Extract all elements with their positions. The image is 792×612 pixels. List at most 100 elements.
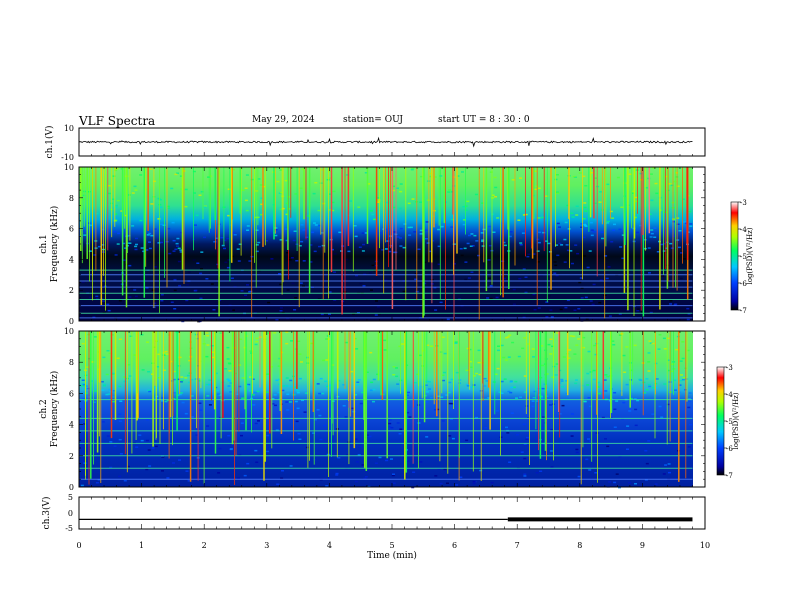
- spectrogram-speckle: [118, 300, 122, 302]
- spectrogram-speckle: [565, 244, 569, 246]
- spectrogram-speckle: [618, 313, 622, 315]
- spectrogram-speckle: [461, 171, 464, 173]
- spectrogram-speckle: [229, 224, 233, 226]
- station-label: station= OUJ: [343, 115, 404, 125]
- spectrogram-speckle: [389, 245, 393, 247]
- spectrogram-speckle: [114, 169, 118, 172]
- spectrogram-speckle: [116, 199, 120, 202]
- spectrogram-speckle: [587, 438, 590, 440]
- spectrogram-speckle: [475, 372, 478, 375]
- spectrogram-speckle: [567, 357, 571, 359]
- spectrogram-speckle: [555, 191, 559, 193]
- spectrogram-speckle: [523, 337, 527, 339]
- spectrogram-speckle: [503, 378, 507, 380]
- spectrogram-speckle: [88, 296, 92, 299]
- spectrogram-speckle: [491, 213, 495, 216]
- ch2-colorbar-ticks: -3 -4 -5 -6 -7: [724, 364, 733, 480]
- spectrogram-speckle: [285, 401, 289, 403]
- spectrogram-speckle: [580, 297, 584, 299]
- spectrogram-speckle: [549, 404, 552, 406]
- spectrogram-speckle: [134, 248, 138, 251]
- spectrogram-speckle: [296, 390, 300, 392]
- spectrogram-speckle: [511, 179, 515, 181]
- spectrogram-speckle: [162, 351, 166, 354]
- spectrogram-speckle: [399, 183, 403, 185]
- spectrogram-speckle: [140, 439, 144, 442]
- spectrogram-speckle: [425, 401, 429, 403]
- spectrogram-speckle: [660, 243, 664, 246]
- spectrogram-speckle: [668, 369, 672, 372]
- spectrogram-speckle: [240, 422, 244, 424]
- spectrogram-speckle: [153, 302, 157, 305]
- spectrogram-speckle: [252, 404, 256, 406]
- spectrogram-speckle: [131, 225, 135, 227]
- spectrogram-speckle: [607, 266, 611, 268]
- spectrogram-speckle: [212, 356, 216, 359]
- spectrogram-speckle: [408, 234, 412, 236]
- spectrogram-speckle: [413, 382, 417, 384]
- colorbar-tick-label: -3: [740, 199, 747, 207]
- spectrogram-speckle: [213, 241, 217, 243]
- spectrogram-speckle: [494, 196, 497, 198]
- spectrogram-speckle: [186, 284, 190, 286]
- spectrogram-speckle: [285, 213, 289, 216]
- spectrogram-speckle: [555, 363, 559, 365]
- spectrogram-speckle: [161, 397, 165, 399]
- spectrogram-speckle: [211, 351, 215, 353]
- spectrogram-speckle: [173, 278, 177, 281]
- spectrogram-speckle: [523, 457, 527, 460]
- spectrogram-speckle: [285, 377, 289, 379]
- spectrogram-speckle: [680, 374, 683, 376]
- spectrogram-speckle: [519, 244, 523, 246]
- spectrogram-speckle: [647, 247, 651, 249]
- spectrogram-speckle: [504, 274, 507, 277]
- spectrogram-speckle: [289, 465, 293, 467]
- spectrogram-speckle: [166, 399, 170, 402]
- spectrogram-speckle: [372, 400, 375, 403]
- spectrogram-speckle: [372, 388, 376, 391]
- spectrogram-speckle: [634, 424, 638, 427]
- spectrogram-speckle: [658, 334, 662, 336]
- spectrogram-speckle: [362, 243, 366, 246]
- spectrogram-speckle: [223, 239, 227, 242]
- spectrogram-speckle: [535, 400, 539, 402]
- spectrogram-speckle: [649, 236, 653, 238]
- spectrogram-speckle: [512, 288, 516, 291]
- spectrogram-speckle: [462, 223, 466, 226]
- spectrogram-speckle: [392, 206, 396, 209]
- spectrogram-speckle: [527, 343, 531, 345]
- spectrogram-speckle: [601, 237, 604, 240]
- spectrogram-speckle: [473, 234, 477, 237]
- spectrogram-speckle: [157, 218, 161, 220]
- spectrogram-speckle: [179, 249, 183, 251]
- spectrogram-speckle: [238, 385, 242, 388]
- spectrogram-speckle: [455, 371, 459, 374]
- spectrogram-speckle: [321, 392, 325, 395]
- spectrogram-speckle: [279, 239, 283, 241]
- spectrogram-speckle: [319, 377, 323, 380]
- spectrogram-speckle: [81, 281, 85, 284]
- spectrogram-speckle: [227, 385, 231, 387]
- spectrogram-speckle: [157, 293, 161, 295]
- spectrogram-speckle: [430, 345, 433, 347]
- spectrogram-speckle: [179, 251, 183, 253]
- spectrogram-speckle: [558, 242, 562, 245]
- spectrogram-speckle: [584, 210, 588, 212]
- spectrogram-speckle: [665, 175, 668, 178]
- spectrogram-speckle: [651, 386, 655, 389]
- spectrogram-speckle: [229, 382, 233, 384]
- spectrogram-speckle: [450, 226, 454, 228]
- spectrogram-speckle: [415, 290, 419, 293]
- spectrogram-speckle: [95, 295, 99, 298]
- spectrogram-speckle: [606, 375, 610, 378]
- spectrogram-speckle: [399, 245, 403, 247]
- spectrogram-speckle: [363, 477, 367, 480]
- spectrogram-speckle: [295, 420, 299, 423]
- spectrogram-speckle: [653, 236, 657, 238]
- spectrogram-speckle: [662, 473, 666, 475]
- spectrogram-speckle: [118, 420, 122, 422]
- spectrogram-speckle: [582, 236, 586, 239]
- spectrogram-speckle: [570, 212, 574, 214]
- spectrogram-speckle: [396, 383, 400, 385]
- colorbar-tick-label: -7: [740, 307, 747, 315]
